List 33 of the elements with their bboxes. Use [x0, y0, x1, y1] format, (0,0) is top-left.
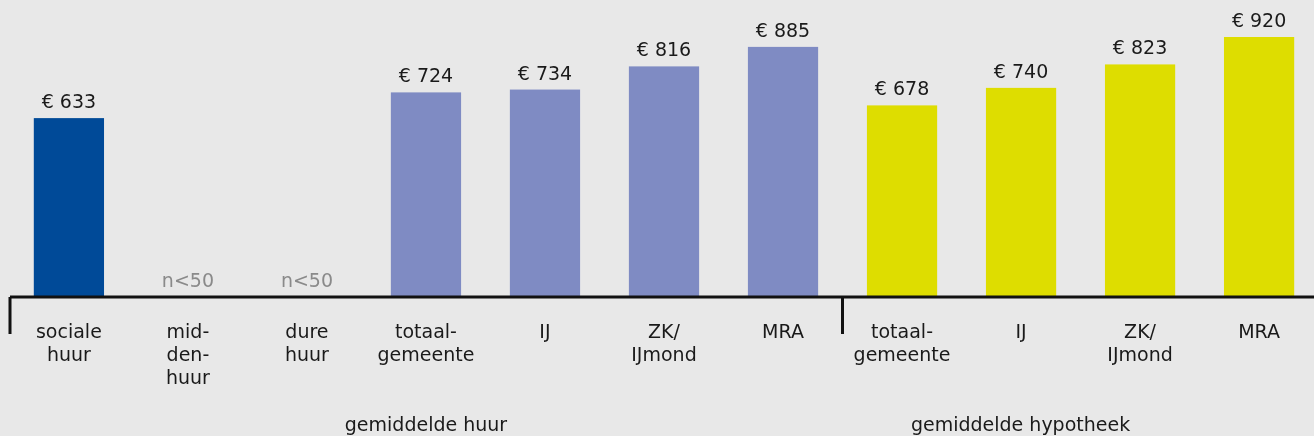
x-tick-label: totaal- gemeente — [377, 320, 475, 365]
x-tick-label: mid- den- huur — [165, 320, 211, 388]
text: gemiddelde huur — [344, 413, 508, 435]
data-label: € 823 — [1112, 36, 1168, 59]
x-tick-label: ZK/ IJmond — [631, 320, 697, 365]
bar — [390, 92, 462, 297]
bar — [1223, 37, 1295, 297]
data-label: € 740 — [993, 59, 1049, 82]
x-tick-label: totaal- gemeente — [853, 320, 951, 365]
bar — [985, 87, 1057, 297]
data-label: € 678 — [874, 77, 930, 100]
bar — [628, 66, 700, 297]
bar — [33, 118, 105, 297]
bar — [866, 105, 938, 297]
x-tick-label: sociale huur — [35, 320, 102, 365]
x-tick-label: ZK/ IJmond — [1107, 320, 1173, 365]
bar — [747, 46, 819, 297]
bar — [509, 89, 581, 297]
data-label: € 885 — [755, 18, 811, 41]
text: n<50 — [280, 269, 334, 291]
bar — [1104, 64, 1176, 297]
data-label: € 816 — [636, 38, 692, 61]
data-label: € 734 — [517, 61, 573, 84]
x-tick-label: MRA — [1238, 320, 1280, 342]
x-tick-label: IJ — [1015, 320, 1027, 342]
data-label: € 724 — [398, 64, 454, 87]
x-tick-label: MRA — [762, 320, 804, 342]
data-label: € 633 — [41, 90, 97, 113]
text: n<50 — [161, 269, 214, 291]
x-tick-label: dure huur — [284, 320, 330, 365]
data-label: € 920 — [1231, 9, 1287, 31]
text: gemiddelde hypotheek — [910, 413, 1131, 435]
x-tick-label: IJ — [539, 320, 551, 342]
